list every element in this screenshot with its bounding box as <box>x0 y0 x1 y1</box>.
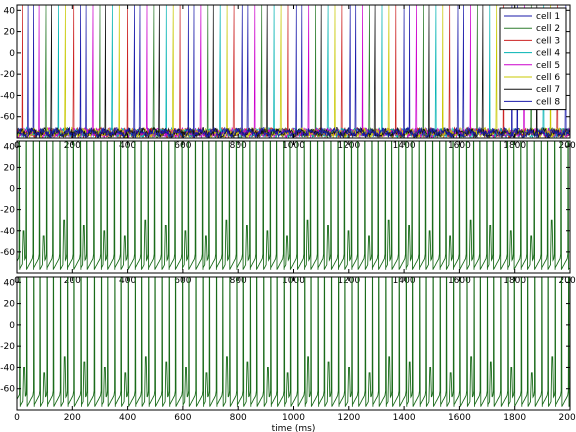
legend-label: cell 4 <box>536 49 560 59</box>
y-tick-label: -40 <box>0 91 15 101</box>
x-tick-label: 1400 <box>393 141 416 151</box>
x-tick-label: 1400 <box>393 413 416 423</box>
legend: cell 1 cell 2 cell 3 cell 4 cell 5 cell 6 cell… <box>499 7 567 111</box>
y-tick-label: 40 <box>4 278 16 288</box>
y-tick-label: -60 <box>0 113 15 123</box>
x-tick-label: 1000 <box>282 413 305 423</box>
x-tick-label: 1000 <box>282 141 305 151</box>
y-tick-label: -60 <box>0 248 15 258</box>
y-tick-label: 0 <box>9 49 15 59</box>
y-tick-label: 20 <box>4 28 16 38</box>
legend-label: cell 3 <box>536 36 560 46</box>
legend-label: cell 8 <box>536 97 560 107</box>
x-tick-label: 600 <box>174 413 191 423</box>
legend-label: cell 1 <box>536 12 560 22</box>
x-tick-label: 2000 <box>559 276 576 286</box>
y-tick-label: -40 <box>0 363 15 373</box>
y-tick-label: -40 <box>0 227 15 237</box>
y-tick-label: -60 <box>0 385 15 395</box>
x-tick-label: 2000 <box>559 413 576 423</box>
legend-label: cell 6 <box>536 73 560 83</box>
y-tick-label: 40 <box>4 6 16 16</box>
y-tick-label: 20 <box>4 300 16 310</box>
x-tick-label: 1800 <box>503 141 526 151</box>
y-tick-label: 0 <box>9 321 15 331</box>
x-tick-label: 800 <box>230 413 247 423</box>
x-tick-label: 200 <box>64 413 81 423</box>
x-tick-label: 600 <box>174 141 191 151</box>
panel-top: 40200-20-40-6002004006008001000120014001… <box>0 4 576 151</box>
legend-label: cell 5 <box>536 61 560 71</box>
y-tick-label: 0 <box>9 185 15 195</box>
legend-label: cell 2 <box>536 24 560 34</box>
x-tick-label: 1800 <box>503 413 526 423</box>
x-tick-label: 1600 <box>448 413 471 423</box>
series-line-cell-8 <box>17 5 570 138</box>
y-tick-label: -20 <box>0 206 15 216</box>
x-tick-label: 1200 <box>337 141 360 151</box>
y-tick-label: 40 <box>4 142 16 152</box>
x-tick-label: 800 <box>230 141 247 151</box>
y-tick-label: -20 <box>0 70 15 80</box>
series-line <box>17 277 570 407</box>
traces <box>17 277 570 407</box>
x-tick-label: 200 <box>64 141 81 151</box>
series-line <box>17 141 570 270</box>
x-tick-label: 400 <box>119 413 136 423</box>
x-tick-label: 0 <box>14 413 20 423</box>
legend-label: cell 7 <box>536 85 560 95</box>
traces <box>17 141 570 270</box>
y-tick-label: -20 <box>0 342 15 352</box>
x-tick-label: 1200 <box>337 413 360 423</box>
y-tick-label: 20 <box>4 163 16 173</box>
x-axis-label: time (ms) <box>272 424 316 432</box>
legend-box <box>499 7 567 111</box>
